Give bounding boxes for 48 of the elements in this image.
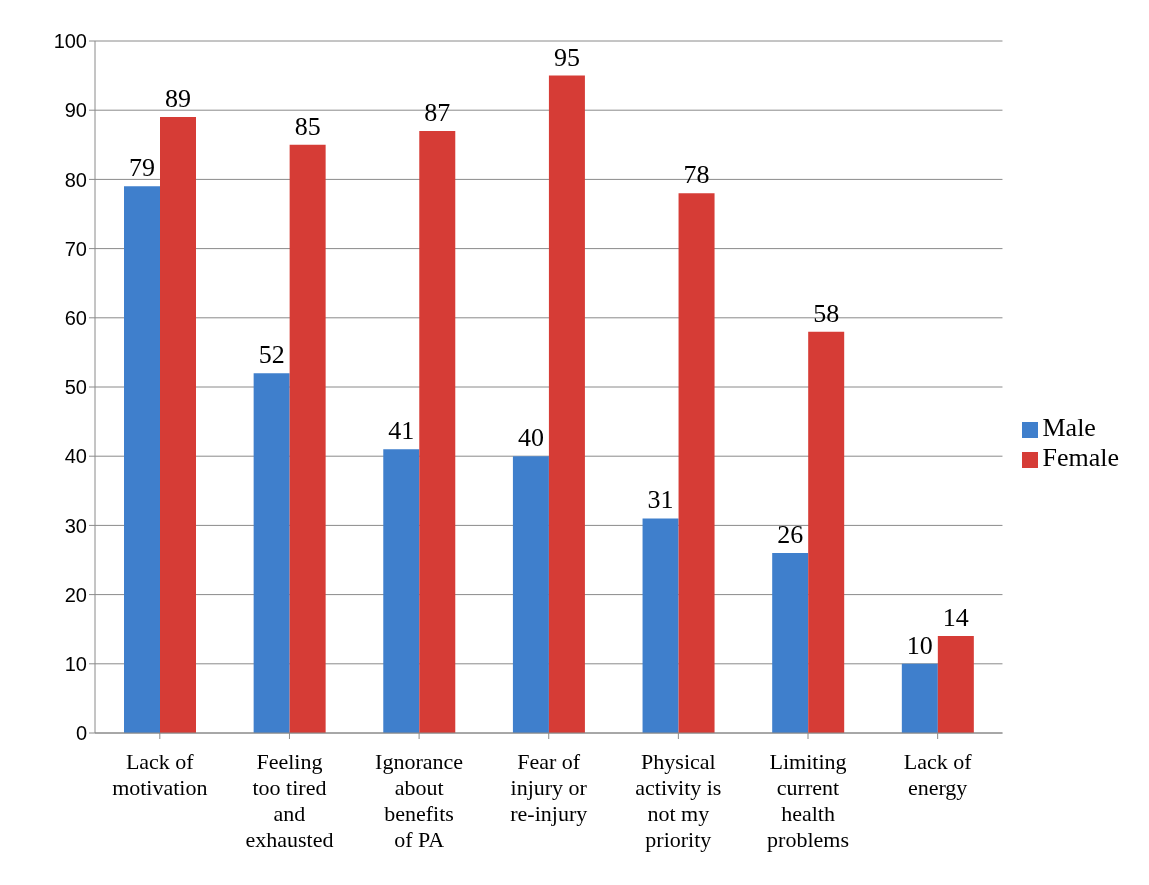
bar [678, 193, 715, 733]
data-label: 79 [129, 153, 155, 183]
data-label: 31 [647, 485, 674, 515]
y-tick-label: 80 [64, 168, 87, 191]
y-tick-label: 90 [64, 99, 87, 122]
data-label: 14 [942, 603, 969, 633]
x-tick-label: Fear of injury or re-injury [510, 749, 588, 826]
bar [419, 130, 456, 733]
y-tick-label: 100 [53, 30, 87, 53]
data-label: 78 [683, 160, 710, 190]
data-label: 87 [424, 97, 451, 127]
y-tick-label: 50 [64, 376, 87, 399]
bar [901, 663, 938, 733]
data-label: 58 [813, 298, 840, 328]
y-tick-label: 40 [64, 445, 87, 468]
bar [808, 331, 845, 733]
y-tick-label: 0 [75, 722, 87, 745]
y-tick-label: 30 [64, 514, 87, 537]
data-label: 10 [906, 630, 933, 660]
x-tick-label: Physical activity is not my priority [635, 749, 722, 852]
y-tick-label: 70 [64, 237, 87, 260]
y-tick-label: 60 [64, 306, 87, 329]
x-tick-label: Limiting current health problems [767, 749, 849, 852]
data-label: 40 [517, 423, 544, 453]
x-tick-label: Feeling too tired and exhausted [245, 749, 334, 852]
data-label: 89 [165, 84, 191, 114]
bar [160, 117, 196, 733]
bar [289, 144, 326, 733]
bar [253, 373, 290, 733]
bar [124, 186, 160, 733]
x-tick-label: Lack of energy [903, 749, 973, 800]
x-tick-label: Lack of motivation [112, 749, 208, 800]
bar [512, 456, 549, 733]
data-label: 52 [258, 340, 285, 370]
bar [548, 75, 585, 733]
bar [383, 449, 420, 733]
y-tick-label: 20 [64, 583, 87, 606]
legend-label: Male [1042, 412, 1096, 442]
bar [937, 636, 974, 733]
bar [772, 553, 809, 733]
data-label: 26 [777, 520, 804, 550]
legend-label: Female [1042, 442, 1119, 472]
data-label: 95 [553, 42, 580, 72]
x-tick-label: Ignorance about benefits of PA [375, 749, 464, 852]
y-tick-label: 10 [64, 652, 87, 675]
data-label: 41 [388, 416, 415, 446]
data-label: 85 [294, 111, 321, 141]
bar [642, 518, 679, 733]
